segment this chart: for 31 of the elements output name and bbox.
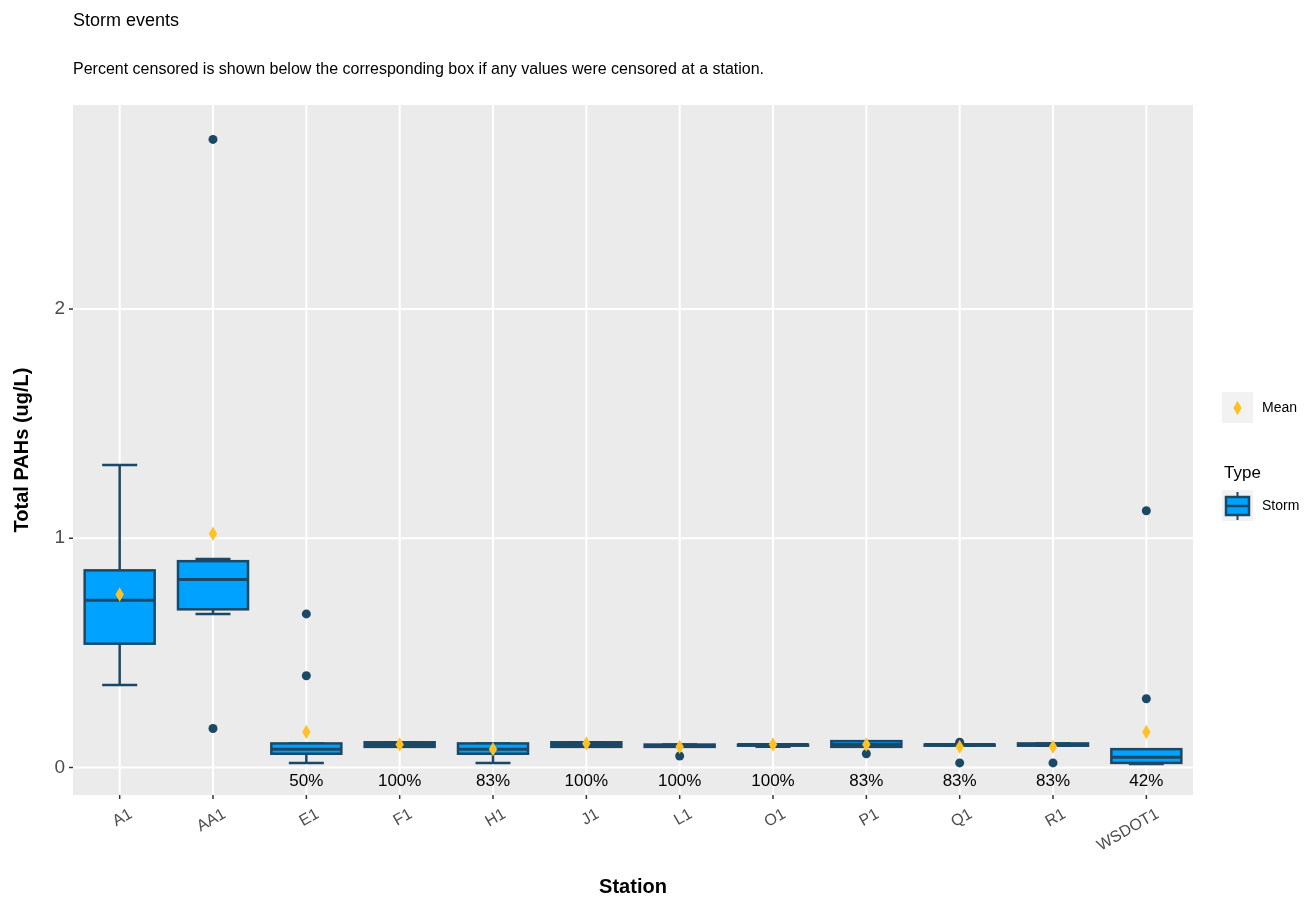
x-tick-label: L1	[670, 804, 695, 829]
x-tick-label: J1	[578, 804, 602, 828]
y-axis-title: Total PAHs (ug/L)	[10, 367, 32, 533]
text: 100%	[751, 771, 795, 791]
x-tick-label: R1	[1041, 804, 1069, 830]
text: 83%	[849, 771, 884, 791]
text: 100%	[377, 771, 422, 791]
text: 83%	[1035, 771, 1071, 791]
x-tick-label: A1	[109, 804, 135, 830]
x-tick-label: E1	[295, 804, 322, 830]
legend-label: Mean	[1262, 398, 1298, 415]
text: 83%	[942, 771, 977, 791]
chart-title: Storm events	[73, 10, 180, 30]
x-tick-label: Q1	[947, 804, 975, 830]
x-tick-label: F1	[390, 804, 415, 829]
text: 83%	[475, 771, 511, 791]
legend-label: Storm	[1262, 496, 1300, 513]
y-tick-label: 2	[54, 297, 65, 319]
x-axis-title: Station	[599, 875, 667, 897]
text: 100%	[657, 771, 702, 791]
chart-subtitle: Percent censored is shown below the corresponding box if any values were censored at a station.	[73, 60, 765, 77]
legend-title: Type	[1224, 463, 1261, 482]
x-tick-label: P1	[855, 804, 882, 830]
y-tick-label: 0	[54, 755, 65, 777]
x-tick-label: AA1	[193, 804, 229, 835]
text: 42%	[1129, 771, 1164, 791]
text: 50%	[289, 771, 324, 791]
text: 100%	[564, 771, 609, 791]
x-tick-label: O1	[761, 804, 789, 830]
x-tick-label: H1	[481, 804, 509, 830]
y-tick-label: 1	[54, 526, 65, 548]
